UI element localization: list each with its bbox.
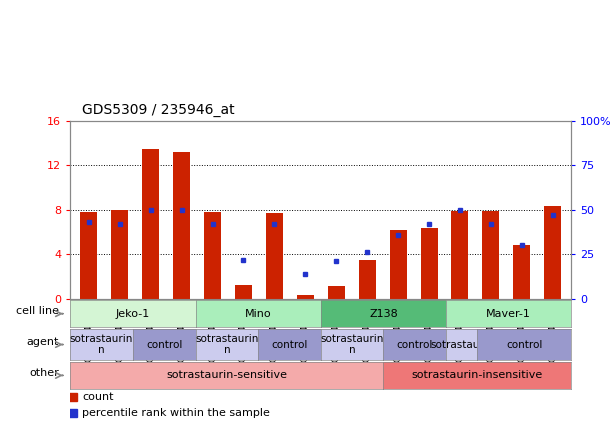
Text: Maver-1: Maver-1 — [486, 309, 531, 319]
Text: GDS5309 / 235946_at: GDS5309 / 235946_at — [82, 103, 235, 117]
Text: count: count — [82, 392, 114, 402]
Bar — [544, 206, 562, 299]
Text: sotrastaurin: sotrastaurin — [430, 340, 493, 349]
Text: percentile rank within the sample: percentile rank within the sample — [82, 408, 270, 418]
Bar — [513, 245, 530, 299]
Bar — [204, 212, 221, 299]
Bar — [173, 152, 190, 299]
Text: control: control — [397, 340, 433, 349]
Text: sotrastaurin-sensitive: sotrastaurin-sensitive — [166, 371, 287, 380]
Text: control: control — [146, 340, 183, 349]
Text: control: control — [506, 340, 543, 349]
Bar — [235, 285, 252, 299]
Text: other: other — [29, 368, 59, 378]
Text: Z138: Z138 — [369, 309, 398, 319]
Bar — [359, 260, 376, 299]
Bar — [266, 213, 283, 299]
Text: cell line: cell line — [16, 306, 59, 316]
Bar — [482, 211, 499, 299]
Text: Jeko-1: Jeko-1 — [115, 309, 150, 319]
Bar — [420, 228, 437, 299]
Bar — [80, 212, 97, 299]
Text: Mino: Mino — [245, 309, 271, 319]
Text: sotrastaurin-insensitive: sotrastaurin-insensitive — [412, 371, 543, 380]
Bar — [452, 211, 469, 299]
Text: sotrastaurin
n: sotrastaurin n — [320, 334, 384, 355]
Text: agent: agent — [27, 337, 59, 347]
Bar — [390, 230, 406, 299]
Bar — [327, 286, 345, 299]
Text: sotrastaurin
n: sotrastaurin n — [195, 334, 258, 355]
Bar — [142, 149, 159, 299]
Text: sotrastaurin
n: sotrastaurin n — [70, 334, 133, 355]
Bar — [111, 210, 128, 299]
Text: control: control — [271, 340, 308, 349]
Bar — [297, 295, 314, 299]
